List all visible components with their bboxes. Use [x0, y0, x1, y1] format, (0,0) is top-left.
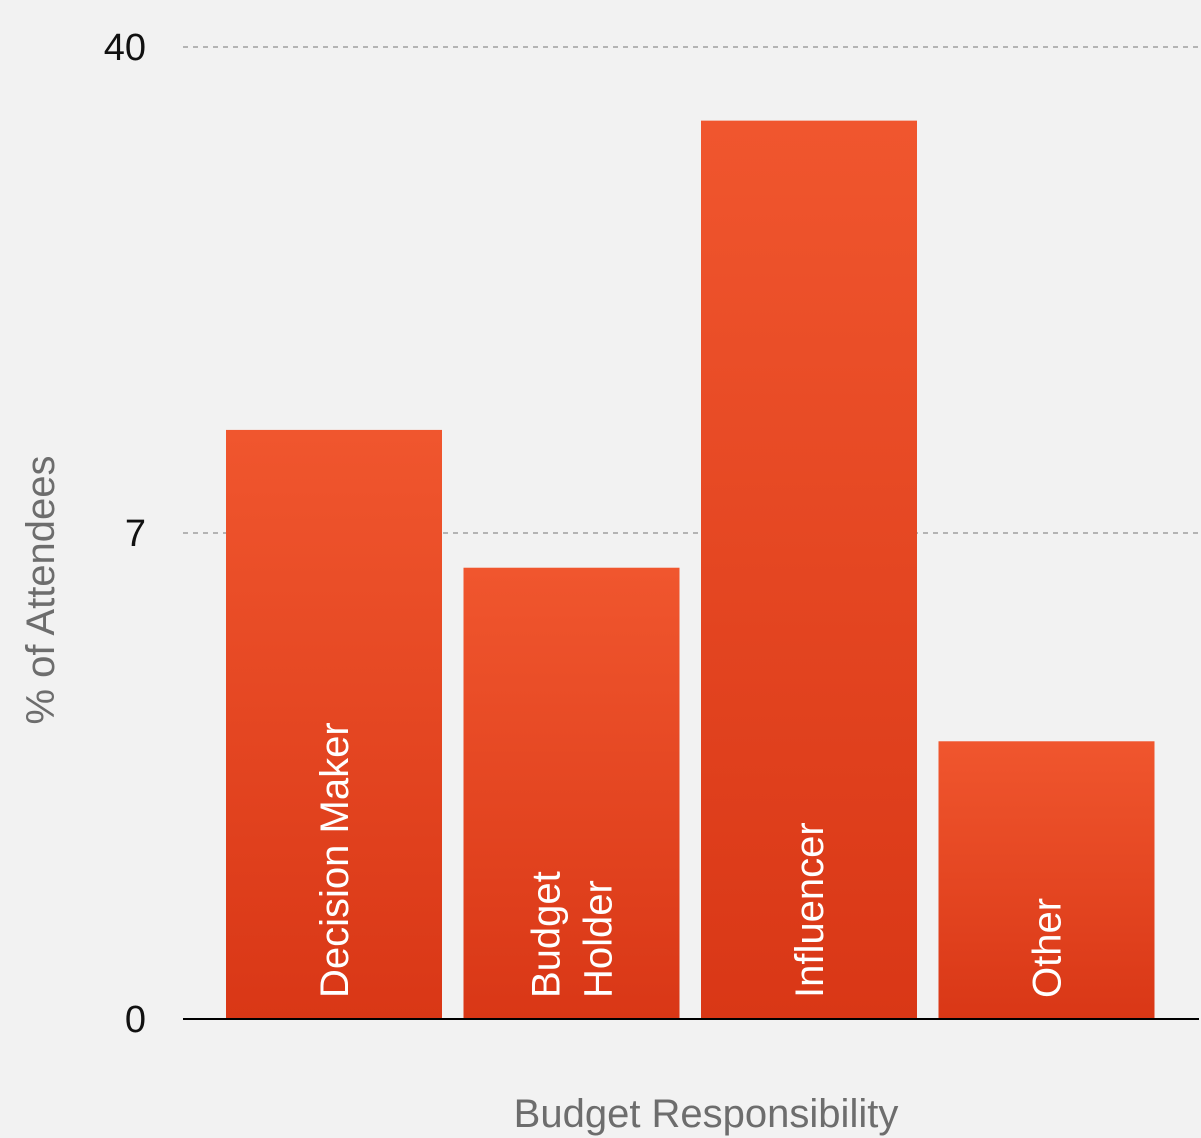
bar-other: [938, 741, 1155, 1019]
y-axis-title: % of Attendees: [19, 455, 63, 724]
bar-label-line: Budget: [525, 871, 569, 998]
y-tick-label: 40: [104, 27, 146, 69]
bar-label-line: Other: [1026, 898, 1070, 998]
bar-influencer: [701, 120, 917, 1020]
bar-decision-maker: [226, 429, 442, 1020]
bar-label: Other: [1026, 898, 1070, 998]
bar-label-line: Decision Maker: [313, 722, 357, 998]
bars: Decision Maker Budget Holder Influencer Othe…: [226, 120, 1155, 1020]
bar-label-line: Influencer: [788, 822, 832, 998]
bar-label: Influencer: [788, 822, 832, 998]
bar-label-line: Holder: [577, 880, 621, 998]
y-tick-label: 0: [125, 999, 146, 1041]
y-tick-label: 7: [125, 513, 146, 555]
axes: 0 7 40: [104, 27, 1199, 1041]
bar-label: Decision Maker: [313, 722, 357, 998]
bar-label: Budget Holder: [525, 871, 621, 998]
bar-budget-holder: [463, 567, 680, 1019]
x-axis-title: Budget Responsibility: [514, 1092, 899, 1136]
